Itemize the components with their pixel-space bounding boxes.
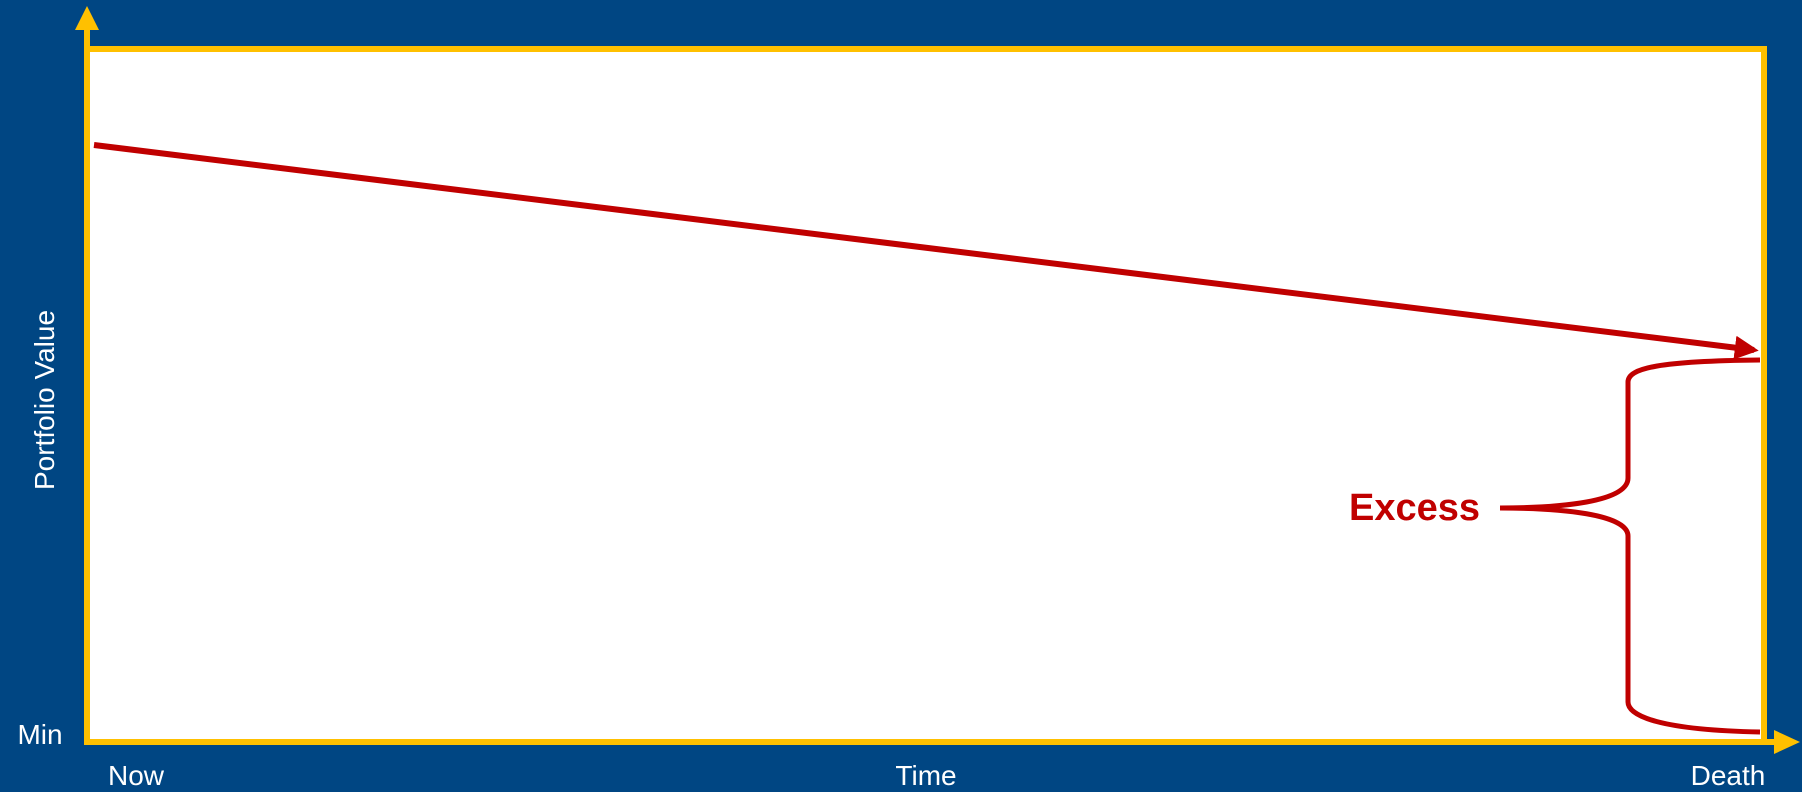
x-start-label: Now (108, 760, 165, 791)
y-axis-arrowhead-icon (75, 6, 99, 30)
x-axis-label: Time (895, 760, 956, 791)
x-end-label: Death (1691, 760, 1766, 791)
portfolio-trend-line (93, 142, 1759, 360)
y-min-label: Min (17, 719, 62, 750)
y-axis-label: Portfolio Value (29, 310, 60, 490)
excess-label: Excess (1349, 487, 1480, 529)
x-axis-arrowhead-icon (1774, 730, 1800, 754)
excess-brace (1499, 357, 1761, 735)
plot-area (84, 46, 1767, 745)
